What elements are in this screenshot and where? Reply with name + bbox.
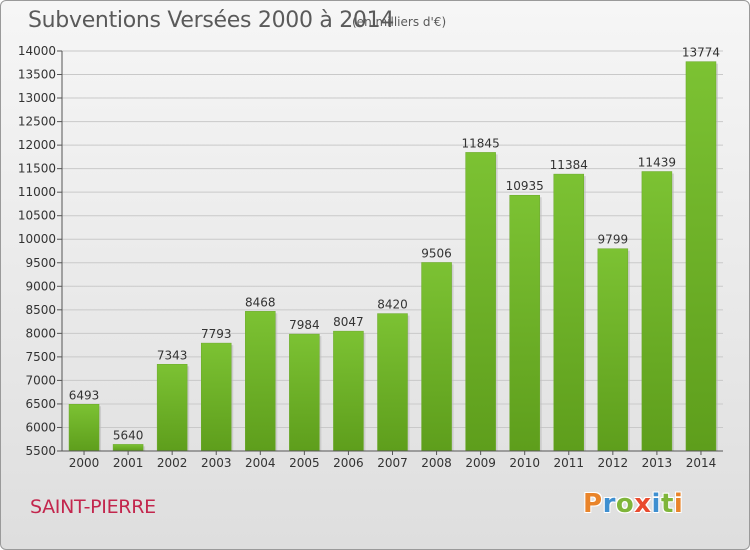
bar-value-label: 11845 (462, 136, 500, 150)
logo-letter: x (634, 489, 652, 519)
y-tick-label: 13500 (18, 68, 56, 82)
y-tick-label: 14000 (18, 44, 56, 58)
x-tick-label: 2006 (333, 456, 364, 470)
logo-letter: o (615, 489, 635, 519)
bar-value-label: 11384 (550, 158, 588, 172)
bar-value-label: 8047 (333, 315, 364, 329)
bar (465, 152, 496, 452)
commune-name: SAINT-PIERRE (30, 496, 156, 518)
logo-letter: i (673, 489, 684, 519)
bar (377, 313, 408, 452)
x-tick-label: 2004 (245, 456, 276, 470)
bar (156, 364, 188, 452)
y-tick-label: 12000 (18, 138, 56, 152)
logo-letter: t (660, 489, 674, 519)
bar-value-label: 7343 (157, 348, 188, 362)
bar-value-label: 10935 (506, 179, 544, 193)
logo-letter: r (602, 489, 616, 519)
y-tick-label: 5500 (25, 444, 56, 458)
bar-value-label: 5640 (113, 428, 144, 442)
bar-value-label: 6493 (69, 388, 100, 402)
bar (333, 330, 364, 452)
bar-value-label: 8420 (377, 298, 408, 312)
bar (289, 333, 320, 452)
x-tick-label: 2014 (686, 456, 717, 470)
x-tick-label: 2003 (201, 456, 232, 470)
y-tick-label: 6500 (25, 397, 56, 411)
x-tick-label: 2000 (69, 456, 100, 470)
bar-value-label: 11439 (638, 156, 676, 170)
bar-value-label: 13774 (682, 46, 720, 60)
bar (509, 194, 540, 452)
y-tick-label: 10000 (18, 232, 56, 246)
chart-axes: 5500 6000 6500 7000 7500 8000 8500 9000 9500 1000… (18, 44, 723, 470)
bar (685, 61, 717, 452)
x-tick-label: 2009 (465, 456, 496, 470)
bar-value-label: 9799 (598, 233, 629, 247)
y-tick-label: 10500 (18, 209, 56, 223)
y-tick-label: 8000 (25, 326, 56, 340)
logo-letter: P (583, 489, 603, 519)
y-tick-label: 9000 (25, 279, 56, 293)
y-tick-label: 6000 (25, 420, 56, 434)
x-tick-label: 2008 (421, 456, 452, 470)
bar (641, 171, 673, 452)
bar (245, 311, 276, 452)
y-tick-label: 9500 (25, 256, 56, 270)
x-tick-label: 2011 (553, 456, 584, 470)
y-tick-label: 7000 (25, 373, 56, 387)
bar (553, 173, 585, 452)
bar-value-label: 7984 (289, 318, 320, 332)
chart-title: Subventions Versées 2000 à 2014 (28, 8, 395, 33)
bar (421, 262, 452, 452)
bar (112, 444, 144, 452)
bar (597, 248, 629, 452)
bar (68, 404, 100, 452)
y-tick-label: 11000 (18, 185, 56, 199)
y-tick-label: 11500 (18, 162, 56, 176)
proxiti-logo: Proxiti (583, 489, 683, 519)
logo-letter: i (651, 489, 661, 519)
bar-value-label: 7793 (201, 327, 232, 341)
chart-bars: 6493 5640 7343 7793 8468 7984 8047 8420 9506 1184… (68, 46, 720, 452)
chart-subtitle: (en milliers d'€) (352, 15, 447, 29)
y-tick-label: 13000 (18, 91, 56, 105)
bar (200, 342, 232, 452)
x-tick-label: 2010 (509, 456, 540, 470)
bar-value-label: 9506 (421, 246, 452, 260)
y-tick-label: 12500 (18, 115, 56, 129)
x-tick-label: 2005 (289, 456, 320, 470)
x-tick-label: 2001 (113, 456, 144, 470)
x-tick-label: 2012 (598, 456, 629, 470)
bar-value-label: 8468 (245, 295, 276, 309)
y-tick-label: 8500 (25, 303, 56, 317)
x-tick-label: 2007 (377, 456, 408, 470)
x-tick-label: 2013 (642, 456, 673, 470)
y-tick-label: 7500 (25, 350, 56, 364)
x-tick-label: 2002 (157, 456, 188, 470)
